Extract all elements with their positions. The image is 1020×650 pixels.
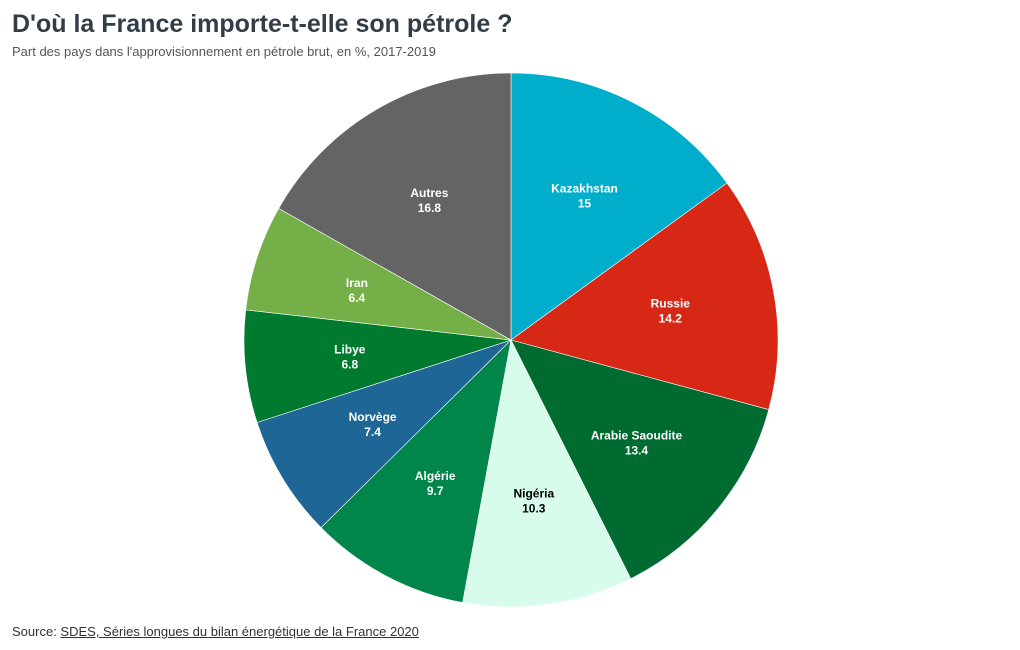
pie-slice-algerie[interactable] [320, 339, 512, 603]
pie-slice-kazakhstan[interactable] [510, 72, 728, 341]
slice-name: Russie [651, 297, 691, 311]
pie-slice-arabie-saoudite[interactable] [510, 339, 770, 580]
slice-value: 6.4 [349, 291, 366, 305]
pie-slice-nigeria[interactable] [462, 339, 632, 608]
slice-value: 16.8 [418, 201, 442, 215]
slice-label-libye: Libye 6.8 [334, 342, 366, 371]
pie-slice-norvege[interactable] [256, 339, 512, 529]
slice-label-iran: Iran 6.4 [346, 276, 368, 305]
source-prefix: Source: [12, 624, 61, 639]
chart-title: D'où la France importe-t-elle son pétrol… [12, 10, 513, 38]
slice-name: Arabie Saoudite [591, 429, 683, 443]
slice-name: Iran [346, 276, 368, 290]
source-link[interactable]: SDES, Séries longues du bilan énergétiqu… [60, 624, 419, 639]
slice-value: 10.3 [522, 501, 546, 515]
source-note: Source: SDES, Séries longues du bilan én… [12, 624, 419, 639]
chart-subtitle: Part des pays dans l'approvisionnement e… [12, 44, 436, 59]
pie-labels: Kazakhstan 15 Russie 14.2 Arabie Saoudite 13.… [334, 182, 690, 516]
slice-value: 13.4 [625, 444, 649, 458]
slice-label-kazakhstan: Kazakhstan 15 [551, 182, 618, 211]
slice-label-nigeria: Nigéria 10.3 [513, 486, 554, 515]
pie-slice-russie[interactable] [510, 182, 779, 411]
slice-label-algerie: Algérie 9.7 [415, 469, 456, 498]
slice-label-autres: Autres 16.8 [410, 186, 448, 215]
slice-label-norvege: Norvège 7.4 [349, 410, 397, 439]
slice-value: 9.7 [427, 484, 444, 498]
slice-value: 15 [578, 197, 592, 211]
slice-value: 7.4 [364, 425, 381, 439]
slice-name: Nigéria [513, 486, 554, 500]
pie-slice-libye[interactable] [243, 309, 512, 423]
slice-value: 6.8 [341, 357, 358, 371]
pie-slice-autres[interactable] [278, 72, 512, 341]
pie-slices [243, 72, 779, 608]
slice-name: Algérie [415, 469, 456, 483]
pie-chart: Kazakhstan 15 Russie 14.2 Arabie Saoudite 13.… [243, 72, 779, 608]
slice-name: Autres [410, 186, 448, 200]
slice-label-arabie-saoudite: Arabie Saoudite 13.4 [591, 429, 683, 458]
slice-name: Norvège [349, 410, 397, 424]
slice-label-russie: Russie 14.2 [651, 297, 691, 326]
slice-name: Libye [334, 342, 366, 356]
slice-name: Kazakhstan [551, 182, 618, 196]
slice-value: 14.2 [659, 312, 683, 326]
